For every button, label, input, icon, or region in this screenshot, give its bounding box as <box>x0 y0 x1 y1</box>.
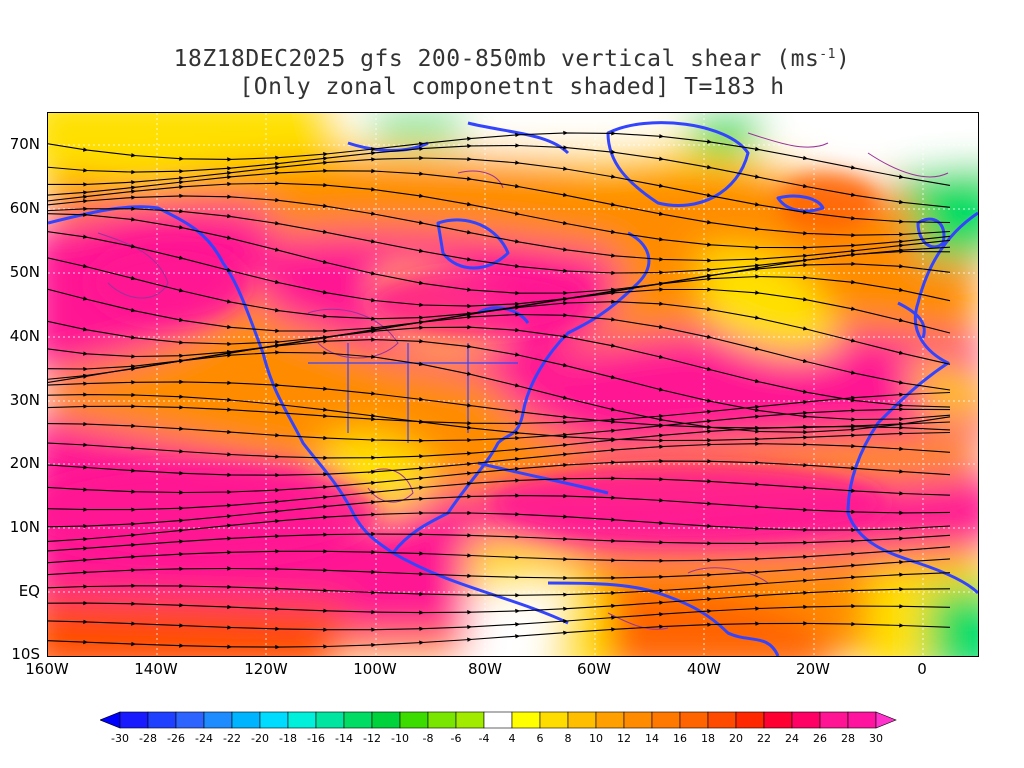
lon-label: 40W <box>687 660 721 678</box>
colorbar-swatch <box>763 711 793 729</box>
colorbar-label: -30 <box>111 732 129 745</box>
colorbar-swatch <box>371 711 401 729</box>
colorbar-swatch <box>259 711 289 729</box>
lon-label: 140W <box>134 660 178 678</box>
colorbar-swatch <box>567 711 597 729</box>
colorbar-right-arrow <box>875 711 897 729</box>
streamline <box>48 510 951 543</box>
colorbar-label: 10 <box>589 732 603 745</box>
lat-label: 40N <box>9 327 40 345</box>
lat-label: 60N <box>9 199 40 217</box>
colorbar-swatch <box>511 711 541 729</box>
streamlines <box>48 130 951 650</box>
colorbar-label: -6 <box>450 732 462 745</box>
lat-label: 70N <box>9 135 40 153</box>
lon-label: 120W <box>244 660 288 678</box>
colorbar-label: -24 <box>195 732 213 745</box>
lon-label: 60W <box>577 660 611 678</box>
colorbar-swatch <box>203 711 233 729</box>
colorbar-swatch <box>651 711 681 729</box>
colorbar-label: -12 <box>363 732 381 745</box>
lat-label: 30N <box>9 391 40 409</box>
colorbar-swatch <box>539 711 569 729</box>
lon-label: 20W <box>796 660 830 678</box>
colorbar-swatch <box>119 711 149 729</box>
colorbar-swatch <box>399 711 429 729</box>
lat-label: 50N <box>9 263 40 281</box>
colorbar-label: 8 <box>564 732 572 745</box>
colorbar-swatch <box>483 711 513 729</box>
colorbar-swatch <box>175 711 205 729</box>
streamline <box>48 621 951 650</box>
colorbar-label: 28 <box>841 732 855 745</box>
colorbar-swatch <box>735 711 765 729</box>
colorbar-swatch <box>147 711 177 729</box>
colorbar-label: 6 <box>536 732 544 745</box>
colorbar-label: 24 <box>785 732 799 745</box>
shear-map <box>47 112 979 657</box>
colorbar-swatch <box>679 711 709 729</box>
colorbar-label: 30 <box>869 732 883 745</box>
colorbar-swatch <box>595 711 625 729</box>
colorbar-label: 16 <box>673 732 687 745</box>
lon-label: 100W <box>353 660 397 678</box>
colorbar-label: 22 <box>757 732 771 745</box>
colorbar-swatch <box>455 711 485 729</box>
chart-title-line1: 18Z18DEC2025 gfs 200-850mb vertical shea… <box>173 46 851 72</box>
colorbar-label: 14 <box>645 732 659 745</box>
colorbar-label: 20 <box>729 732 743 745</box>
colorbar-label: -16 <box>307 732 325 745</box>
colorbar-label: 26 <box>813 732 827 745</box>
colorbar <box>100 711 897 729</box>
colorbar-left-arrow <box>100 711 121 729</box>
streamline <box>48 531 951 552</box>
colorbar-label: 4 <box>508 732 516 745</box>
lon-label: 0 <box>917 660 927 678</box>
lat-label: EQ <box>18 582 40 600</box>
lon-label: 80W <box>468 660 502 678</box>
colorbar-swatch <box>231 711 261 729</box>
colorbar-label: -18 <box>279 732 297 745</box>
colorbar-label: -10 <box>391 732 409 745</box>
colorbar-label: -28 <box>139 732 157 745</box>
lat-label: 20N <box>9 454 40 472</box>
streamline <box>48 546 951 564</box>
colorbar-swatch <box>315 711 345 729</box>
colorbar-label: 18 <box>701 732 715 745</box>
colorbar-label: -14 <box>335 732 353 745</box>
colorbar-swatch <box>847 711 877 729</box>
lat-label: 10S <box>11 645 40 663</box>
colorbar-swatch <box>819 711 849 729</box>
colorbar-swatch <box>791 711 821 729</box>
colorbar-swatch <box>707 711 737 729</box>
colorbar-label: 12 <box>617 732 631 745</box>
colorbar-label: -22 <box>223 732 241 745</box>
colorbar-swatch <box>427 711 457 729</box>
lat-label: 10N <box>9 518 40 536</box>
colorbar-label: -26 <box>167 732 185 745</box>
colorbar-label: -4 <box>478 732 490 745</box>
chart-title-line2: [Only zonal componetnt shaded] T=183 h <box>239 74 785 100</box>
colorbar-swatch <box>343 711 373 729</box>
colorbar-label: -20 <box>251 732 269 745</box>
colorbar-swatch <box>287 711 317 729</box>
colorbar-swatch <box>623 711 653 729</box>
colorbar-label: -8 <box>422 732 434 745</box>
lon-label: 160W <box>25 660 69 678</box>
